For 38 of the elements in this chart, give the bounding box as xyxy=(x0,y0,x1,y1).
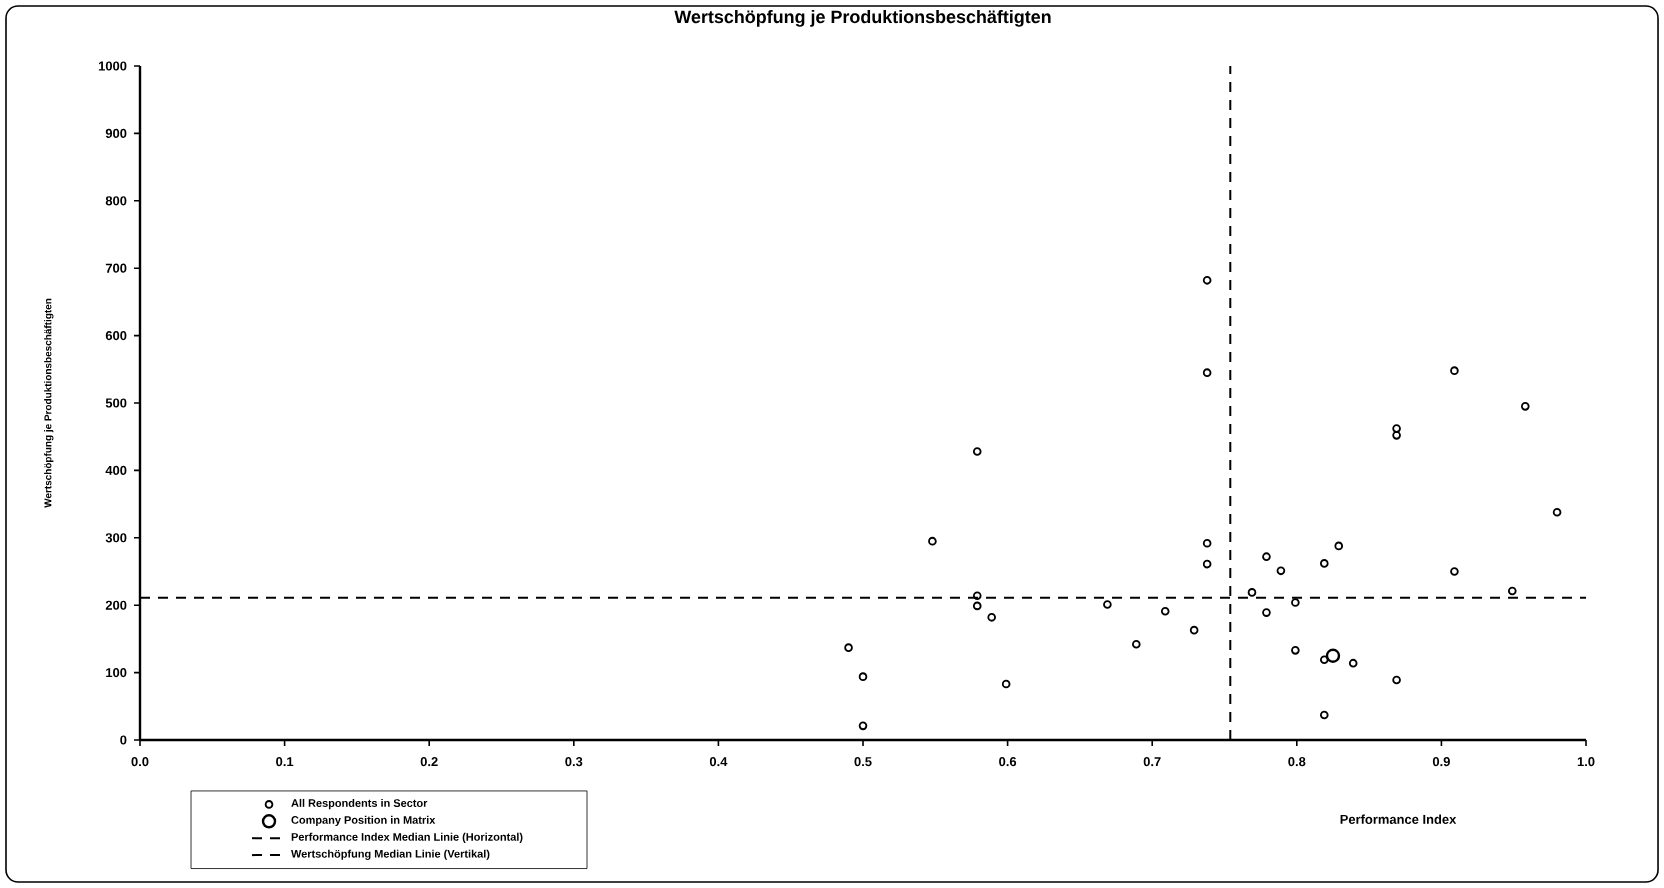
point xyxy=(972,591,982,601)
point xyxy=(1001,679,1011,689)
point xyxy=(1450,366,1459,375)
point xyxy=(858,721,868,731)
point xyxy=(1392,431,1401,440)
point xyxy=(1520,402,1530,411)
point xyxy=(1291,646,1300,655)
point xyxy=(1552,507,1562,517)
point xyxy=(1507,586,1517,596)
point xyxy=(972,601,982,611)
point xyxy=(1132,639,1141,649)
point xyxy=(1202,276,1212,285)
point xyxy=(1392,424,1401,433)
point xyxy=(972,447,982,456)
point xyxy=(987,613,996,622)
point xyxy=(1202,538,1212,548)
point xyxy=(1450,567,1459,576)
point xyxy=(1334,541,1344,551)
point xyxy=(1319,559,1329,568)
point xyxy=(1319,655,1329,665)
point xyxy=(1262,552,1271,561)
point xyxy=(844,643,853,652)
point xyxy=(1276,566,1286,576)
point xyxy=(1291,598,1300,607)
point xyxy=(1348,658,1358,668)
point xyxy=(928,536,937,546)
point xyxy=(1392,675,1401,685)
point xyxy=(1202,368,1212,377)
point xyxy=(1103,600,1112,609)
chart-title: Wertschöpfung je Produktionsbeschäftigten xyxy=(674,9,1051,27)
point xyxy=(858,672,868,681)
point xyxy=(1202,559,1212,569)
point xyxy=(1247,588,1257,597)
point xyxy=(1160,606,1170,616)
point xyxy=(1189,625,1199,635)
point xyxy=(1262,608,1271,617)
point xyxy=(1325,648,1341,663)
point xyxy=(1319,710,1329,720)
